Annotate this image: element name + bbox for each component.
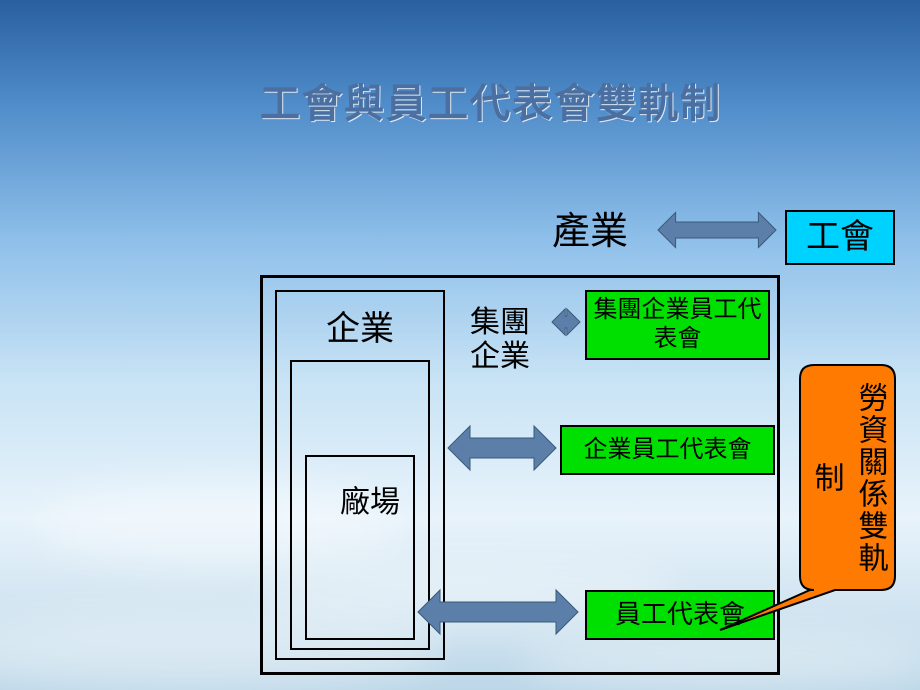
callout-text: 勞資關係雙軌制 bbox=[800, 373, 895, 582]
box-rep3: 員工代表會 bbox=[585, 590, 775, 640]
box-union: 工會 bbox=[785, 210, 895, 265]
diagram-stage: 工會與員工代表會雙軌制產業企業集團企業廠場工會集團企業員工代表會企業員工代表會員… bbox=[0, 0, 920, 690]
box-rep1: 集團企業員工代表會 bbox=[585, 290, 770, 360]
box-plantbox bbox=[305, 455, 415, 640]
box-rep2: 企業員工代表會 bbox=[560, 425, 775, 475]
slide-title: 工會與員工代表會雙軌制 bbox=[260, 70, 880, 130]
label-industry: 產業 bbox=[530, 208, 650, 258]
